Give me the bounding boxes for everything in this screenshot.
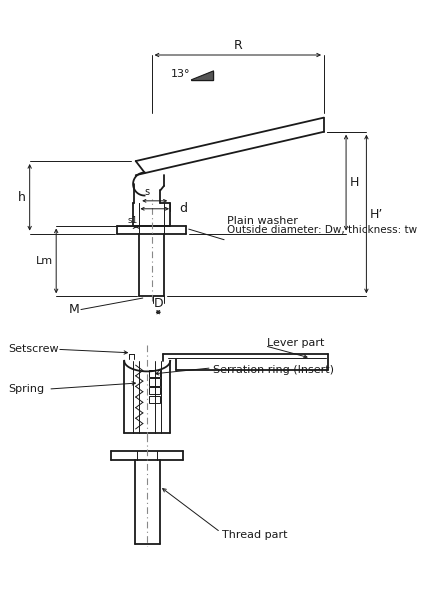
Polygon shape xyxy=(191,71,213,80)
Text: Serration ring (Insert): Serration ring (Insert) xyxy=(213,365,335,375)
Text: Lm: Lm xyxy=(35,256,53,266)
Text: 13°: 13° xyxy=(171,69,191,80)
Text: h: h xyxy=(18,191,26,204)
Bar xyxy=(149,378,159,386)
Text: R: R xyxy=(233,39,242,53)
Text: H: H xyxy=(350,176,359,189)
Text: s1: s1 xyxy=(127,215,138,225)
Bar xyxy=(149,396,159,403)
Text: Spring: Spring xyxy=(8,384,45,394)
Text: Outside diameter: Dw, thickness: tw: Outside diameter: Dw, thickness: tw xyxy=(227,225,417,235)
Text: Setscrew: Setscrew xyxy=(8,345,59,354)
Text: H’: H’ xyxy=(370,207,383,220)
Text: D: D xyxy=(153,297,163,310)
Bar xyxy=(149,387,159,394)
Text: Lever part: Lever part xyxy=(267,338,324,348)
Text: d: d xyxy=(179,203,187,215)
Bar xyxy=(149,370,159,377)
Text: Plain washer: Plain washer xyxy=(227,217,298,226)
Text: Thread part: Thread part xyxy=(223,530,288,540)
Text: M: M xyxy=(68,303,79,316)
Text: s: s xyxy=(145,187,150,197)
